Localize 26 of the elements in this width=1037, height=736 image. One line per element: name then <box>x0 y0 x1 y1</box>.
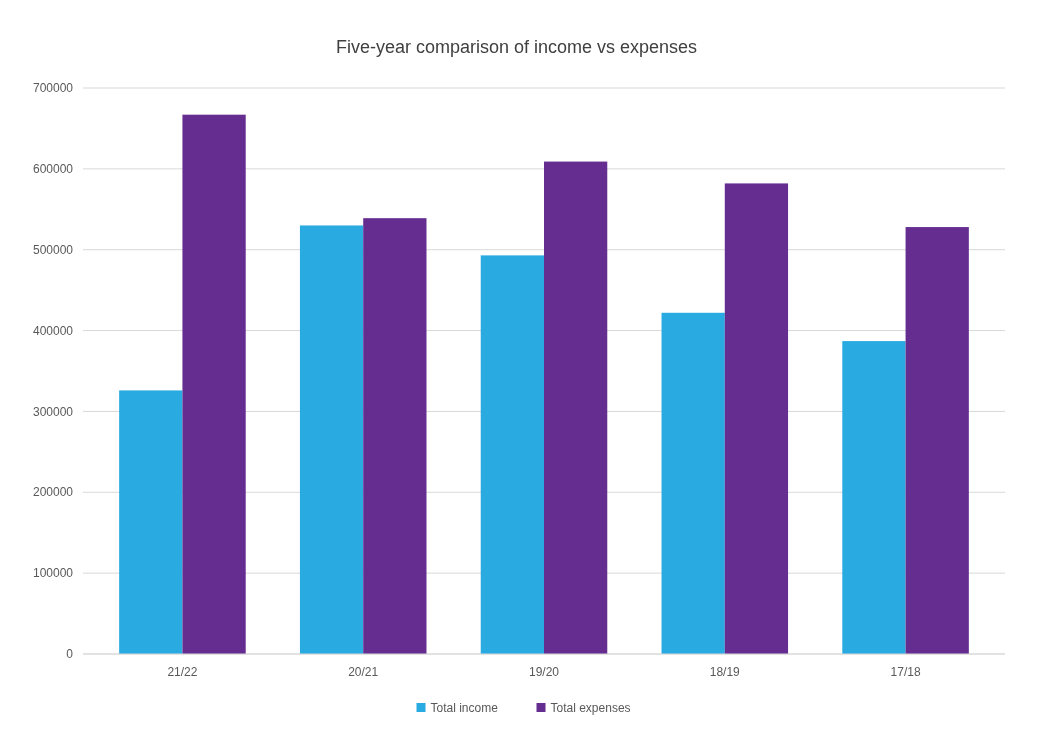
bar <box>480 255 544 654</box>
bar <box>842 341 906 654</box>
x-tick-label: 17/18 <box>890 665 921 679</box>
bar <box>182 114 246 654</box>
legend-label: Total income <box>430 701 499 715</box>
bar <box>544 161 608 654</box>
y-tick-label: 300000 <box>32 404 74 419</box>
y-tick-label: 500000 <box>32 242 74 257</box>
y-tick-label: 600000 <box>32 162 74 177</box>
x-tick-label: 18/19 <box>709 665 741 679</box>
y-tick-label: 100000 <box>32 566 74 581</box>
bar <box>119 390 183 654</box>
y-tick-label: 700000 <box>32 81 74 96</box>
bar <box>724 183 789 654</box>
y-tick-label: 400000 <box>32 323 74 338</box>
x-tick-label: 19/20 <box>528 665 560 679</box>
x-tick-label: 21/22 <box>167 665 198 679</box>
bar <box>905 227 969 654</box>
bar <box>363 218 427 654</box>
x-tick-label: 20/21 <box>348 665 379 679</box>
legend-label: Total expenses <box>550 701 631 715</box>
chart-title: Five-year comparison of income vs expenses <box>335 37 698 57</box>
y-tick-label: 0 <box>66 647 74 662</box>
bar <box>661 312 725 654</box>
bar <box>299 225 364 654</box>
y-tick-label: 200000 <box>32 485 74 500</box>
